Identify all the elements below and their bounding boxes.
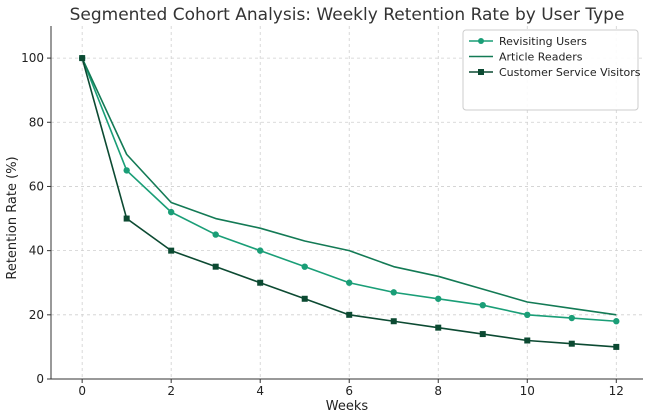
data-point [79,55,86,62]
tick-labels: 0 2 4 6 8 10 12 0 20 40 60 80 100 [21,51,624,398]
x-tick-label: 8 [434,384,442,398]
data-point [346,279,353,286]
legend-label: Article Readers [499,51,583,64]
data-point [524,311,531,319]
legend-item: Revisiting Users [469,35,587,48]
legend-marker [478,69,484,75]
x-tick-label: 6 [345,384,353,398]
legend-label: Customer Service Visitors [499,66,641,79]
data-point [479,301,486,309]
x-tick-label: 12 [609,384,624,398]
data-point [613,318,620,325]
data-point [212,231,219,238]
data-point [435,324,442,331]
legend-marker [478,38,484,44]
data-point [346,311,353,318]
data-point [390,289,397,296]
data-point [212,263,219,270]
y-tick-label: 20 [29,308,44,322]
y-tick-label: 40 [29,244,44,258]
data-point [123,215,130,222]
data-point [257,247,264,254]
legend-label: Revisiting Users [499,35,587,48]
x-tick-label: 0 [78,384,86,398]
x-tick-label: 2 [167,384,175,398]
data-point [301,295,308,302]
series-customer-service-visitors [79,55,620,350]
y-axis-label: Retention Rate (%) [5,156,20,279]
series-line [81,57,617,316]
x-axis-label: Weeks [326,399,369,414]
data-point [301,263,308,270]
legend-item: Customer Service Visitors [469,66,641,79]
data-point [568,314,575,322]
y-tick-label: 60 [29,179,44,193]
data-point [524,337,531,344]
series-group [78,54,620,350]
data-point [479,331,486,338]
data-point [167,208,175,216]
chart-title: Segmented Cohort Analysis: Weekly Retent… [70,5,625,25]
x-tick-label: 4 [256,384,264,398]
data-point [613,343,620,350]
data-point [168,247,175,254]
data-point [257,279,264,286]
axes [47,26,643,383]
y-tick-label: 80 [29,115,44,129]
legend-item: Article Readers [469,51,583,64]
data-point [123,167,130,174]
legend-box [462,29,639,111]
y-tick-label: 100 [21,51,44,65]
data-point [568,340,575,347]
y-tick-label: 0 [36,372,44,386]
x-tick-label: 10 [520,384,535,398]
data-point [390,318,397,325]
series-article-readers [81,57,617,316]
data-point [435,295,442,302]
legend: Revisiting Users Article Readers Customer … [462,29,641,111]
